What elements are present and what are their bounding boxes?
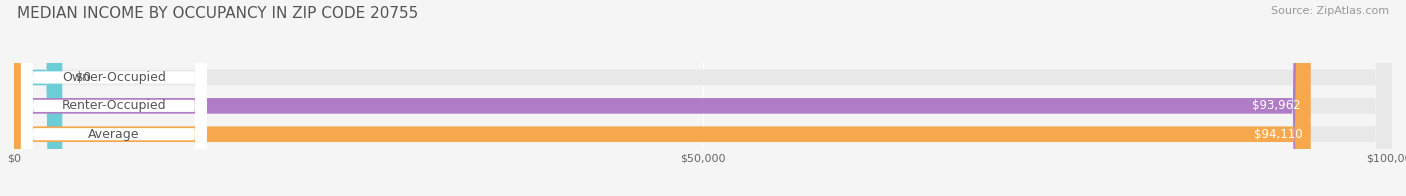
Text: Source: ZipAtlas.com: Source: ZipAtlas.com: [1271, 6, 1389, 16]
FancyBboxPatch shape: [14, 0, 62, 196]
FancyBboxPatch shape: [14, 0, 1309, 196]
Text: Owner-Occupied: Owner-Occupied: [62, 71, 166, 84]
Text: MEDIAN INCOME BY OCCUPANCY IN ZIP CODE 20755: MEDIAN INCOME BY OCCUPANCY IN ZIP CODE 2…: [17, 6, 418, 21]
FancyBboxPatch shape: [21, 0, 207, 196]
FancyBboxPatch shape: [21, 0, 207, 196]
Text: Renter-Occupied: Renter-Occupied: [62, 99, 166, 112]
FancyBboxPatch shape: [21, 0, 207, 196]
Text: $94,110: $94,110: [1254, 128, 1302, 141]
FancyBboxPatch shape: [14, 0, 1392, 196]
FancyBboxPatch shape: [14, 0, 1392, 196]
Text: Average: Average: [89, 128, 139, 141]
Text: $93,962: $93,962: [1251, 99, 1301, 112]
FancyBboxPatch shape: [14, 0, 1392, 196]
FancyBboxPatch shape: [14, 0, 1310, 196]
Text: $0: $0: [76, 71, 91, 84]
